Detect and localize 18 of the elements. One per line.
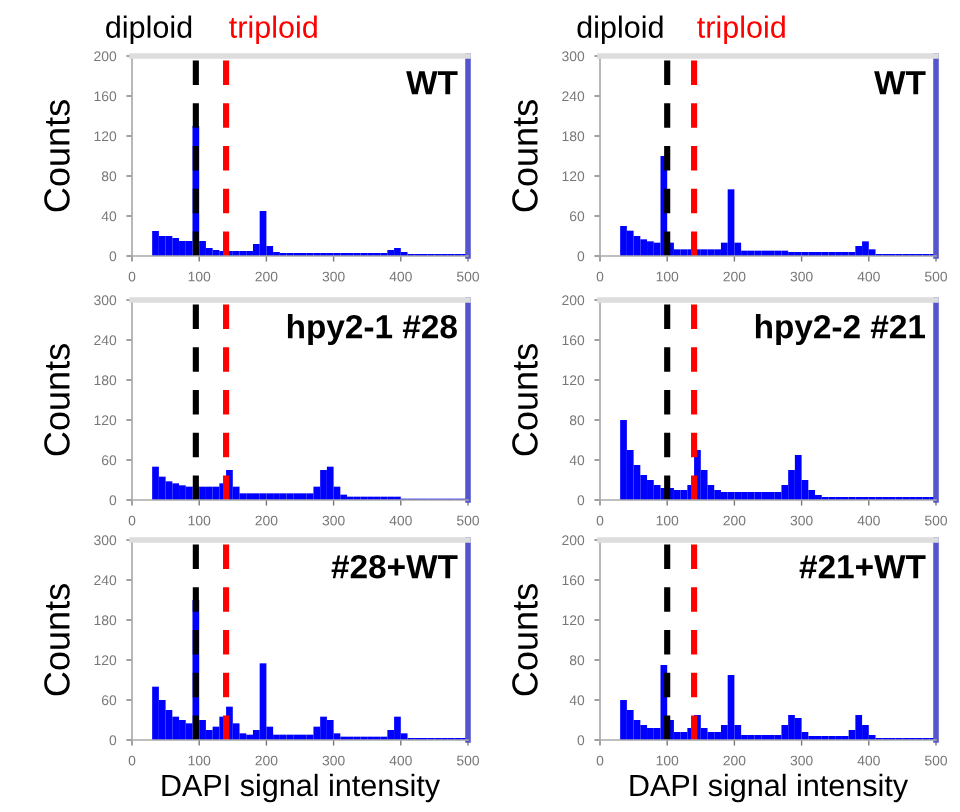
y-axis-title: Counts [512, 344, 538, 456]
y-axis-title: Counts [44, 584, 70, 696]
annotation: WT [406, 71, 458, 95]
x-axis-title: DAPI signal intensity [162, 773, 441, 803]
ref-line-label: diploid [577, 15, 663, 44]
y-axis-title: Counts [44, 344, 70, 456]
annotation: hpy2-1 #28 [287, 314, 457, 346]
x-axis-title: DAPI signal intensity [630, 773, 909, 803]
ref-line-label: diploid [106, 15, 192, 44]
ref-line-label: triploid [697, 15, 785, 44]
annotation: #28+WT [331, 554, 458, 579]
y-axis-title: Counts [512, 584, 538, 696]
annotation: WT [874, 71, 926, 95]
annotation: hpy2-2 #21 [755, 314, 926, 346]
annotation: #21+WT [799, 554, 926, 579]
y-axis-title: Counts [44, 100, 70, 212]
ref-line-label: triploid [229, 15, 317, 44]
y-axis-title: Counts [512, 100, 538, 212]
